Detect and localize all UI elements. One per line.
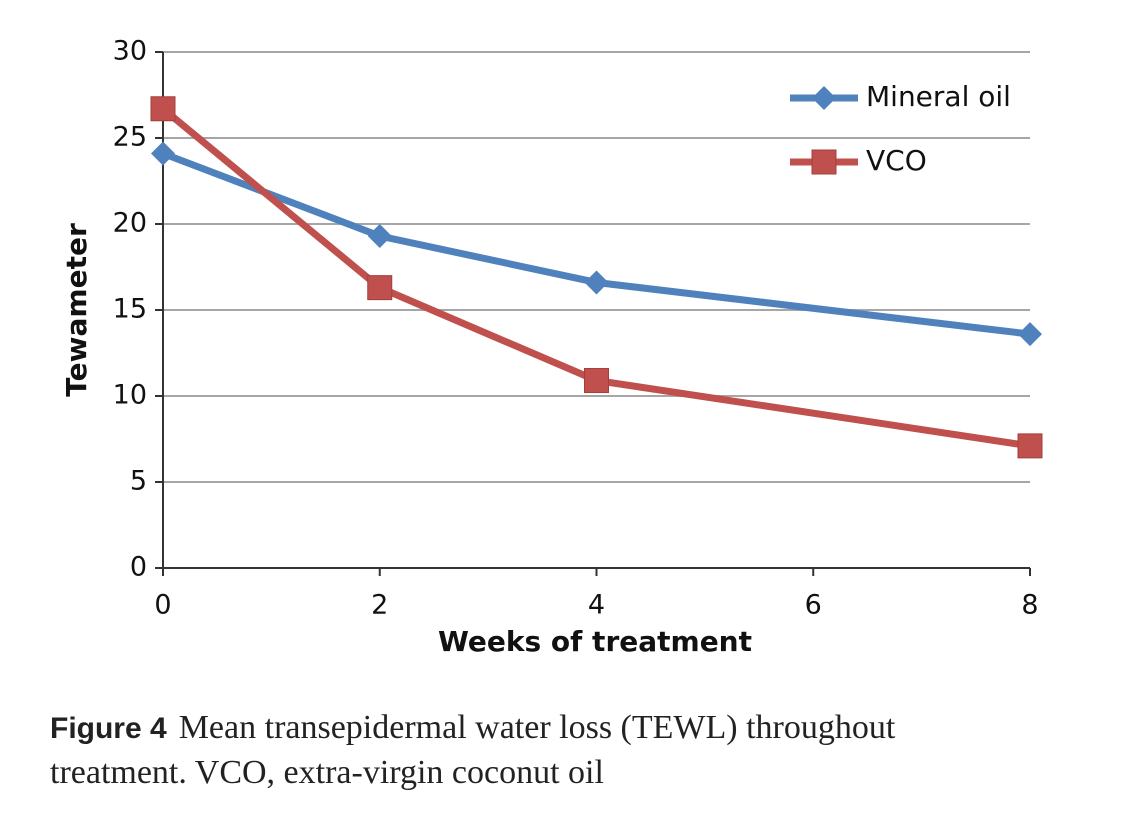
x-tick-label: 4 xyxy=(588,590,605,621)
y-tick-label: 10 xyxy=(113,380,147,411)
marker xyxy=(812,86,836,110)
y-tick-label: 20 xyxy=(113,208,147,239)
marker xyxy=(584,270,609,295)
line xyxy=(161,150,1031,338)
y-tick-label: 15 xyxy=(113,294,147,325)
y-axis-label: Tewameter xyxy=(60,223,93,397)
marker xyxy=(811,149,837,175)
x-tick-label: 2 xyxy=(371,590,388,621)
caption-text: Mean transepidermal water loss (TEWL) th… xyxy=(50,709,896,791)
marker xyxy=(367,224,392,249)
line xyxy=(160,106,1031,450)
y-tick-label: 0 xyxy=(130,552,147,583)
x-tick-label: 6 xyxy=(805,590,822,621)
marker xyxy=(584,368,609,394)
marker xyxy=(1018,322,1042,347)
y-tick-label: 30 xyxy=(113,36,147,67)
marker xyxy=(367,275,393,301)
marker xyxy=(150,96,176,122)
x-tick-label: 8 xyxy=(1021,590,1038,621)
y-tick-label: 25 xyxy=(113,122,147,153)
caption: Figure 4 Mean transepidermal water loss (… xyxy=(50,706,910,795)
caption-label: Figure 4 xyxy=(50,712,167,745)
legend-label: Mineral oil xyxy=(866,80,1011,113)
marker xyxy=(151,141,175,166)
legend-label: VCO xyxy=(866,144,927,177)
x-axis-label: Weeks of treatment xyxy=(438,625,752,658)
x-tick-label: 0 xyxy=(154,590,171,621)
y-tick-label: 5 xyxy=(130,466,147,497)
marker xyxy=(1017,433,1043,459)
chart: Weeks of treatment Tewameter 05101520253… xyxy=(60,36,1043,658)
